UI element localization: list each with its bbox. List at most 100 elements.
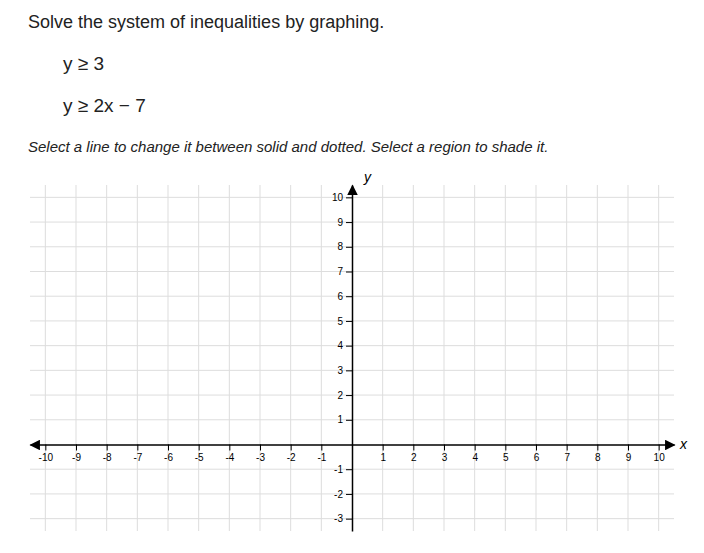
tick-label: -1	[317, 452, 326, 463]
tick-mark	[346, 321, 352, 322]
tick-label: 8	[337, 241, 343, 252]
tick-mark	[567, 445, 568, 451]
tick-mark	[291, 445, 292, 451]
tick-label: -6	[164, 452, 173, 463]
tick-mark	[107, 445, 108, 451]
tick-label: 1	[380, 452, 386, 463]
grid-line	[566, 185, 567, 531]
tick-label: 9	[626, 452, 632, 463]
tick: 1	[380, 445, 386, 463]
tick-mark	[346, 420, 352, 421]
tick-mark	[321, 445, 322, 451]
tick-label: 10	[332, 192, 344, 203]
tick-mark	[346, 197, 352, 198]
grid-line	[45, 185, 46, 531]
tick-label: -1	[334, 464, 343, 475]
tick-label: 3	[337, 365, 343, 376]
tick-label: -3	[256, 452, 265, 463]
tick: 6	[337, 291, 352, 302]
tick-label: -9	[72, 452, 81, 463]
grid-line	[474, 185, 475, 531]
tick: -4	[225, 445, 234, 463]
tick: 6	[534, 445, 540, 463]
tick: -6	[164, 445, 173, 463]
tick: -5	[195, 445, 204, 463]
tick: -2	[334, 489, 352, 500]
tick-mark	[260, 445, 261, 451]
tick-mark	[346, 296, 352, 297]
tick-label: -7	[133, 452, 142, 463]
tick-label: 9	[337, 217, 343, 228]
tick: 2	[337, 390, 352, 401]
tick-mark	[346, 519, 352, 520]
tick-label: -2	[287, 452, 296, 463]
tick-label: 2	[411, 452, 417, 463]
tick-mark	[346, 395, 352, 396]
tick: 3	[337, 365, 352, 376]
annotation: y ≥ 3	[63, 53, 104, 74]
tick-label: -3	[334, 513, 343, 524]
plot-area	[30, 185, 674, 531]
axis-line	[352, 186, 354, 532]
grid-line	[106, 185, 107, 531]
tick-label: 3	[442, 452, 448, 463]
tick-mark	[536, 445, 537, 451]
tick-mark	[597, 445, 598, 451]
annotation: Select a line to change it between solid…	[28, 138, 548, 155]
tick: 8	[595, 445, 601, 463]
tick-mark	[346, 272, 352, 273]
tick-label: 6	[337, 291, 343, 302]
tick-mark	[346, 346, 352, 347]
tick-label: 10	[654, 452, 666, 463]
tick-label: 5	[503, 452, 509, 463]
tick: 9	[626, 445, 632, 463]
tick-label: -8	[103, 452, 112, 463]
grid-line	[229, 185, 230, 531]
tick: 8	[337, 241, 352, 252]
tick-label: 4	[337, 340, 343, 351]
tick: 7	[564, 445, 570, 463]
tick-mark	[628, 445, 629, 451]
tick: -2	[287, 445, 296, 463]
tick: 10	[654, 445, 666, 463]
grid-line	[413, 185, 414, 531]
grid-line	[198, 185, 199, 531]
tick: 9	[337, 217, 352, 228]
title: Solve the system of inequalities by grap…	[28, 12, 384, 32]
chart: Solve the system of inequalities by grap…	[0, 0, 704, 553]
grid-line	[382, 185, 383, 531]
tick-mark	[346, 469, 352, 470]
tick-mark	[346, 222, 352, 223]
grid-line	[658, 185, 659, 531]
tick-label: 7	[337, 266, 343, 277]
tick-mark	[199, 445, 200, 451]
tick: 3	[442, 445, 448, 463]
grid-line	[290, 185, 291, 531]
grid-line	[628, 185, 629, 531]
tick: 5	[503, 445, 509, 463]
grid-line	[137, 185, 138, 531]
grid-line	[597, 185, 598, 531]
grid-line	[536, 185, 537, 531]
tick: -8	[103, 445, 112, 463]
tick-label: -10	[39, 452, 54, 463]
tick-mark	[444, 445, 445, 451]
tick: 5	[337, 316, 352, 327]
tick-label: 7	[564, 452, 570, 463]
tick-label: 5	[337, 316, 343, 327]
grid-line	[321, 185, 322, 531]
tick: 7	[337, 266, 352, 277]
tick: -1	[334, 464, 352, 475]
grid-line	[260, 185, 261, 531]
tick-label: -5	[195, 452, 204, 463]
tick: -3	[256, 445, 265, 463]
grid-line	[505, 185, 506, 531]
tick: -10	[39, 445, 54, 463]
grid-line	[76, 185, 77, 531]
tick: 2	[411, 445, 417, 463]
tick: 4	[337, 340, 352, 351]
tick-label: 8	[595, 452, 601, 463]
tick-mark	[505, 445, 506, 451]
tick-label: -4	[225, 452, 234, 463]
y-axis: -3-2-112345678910	[332, 186, 353, 532]
